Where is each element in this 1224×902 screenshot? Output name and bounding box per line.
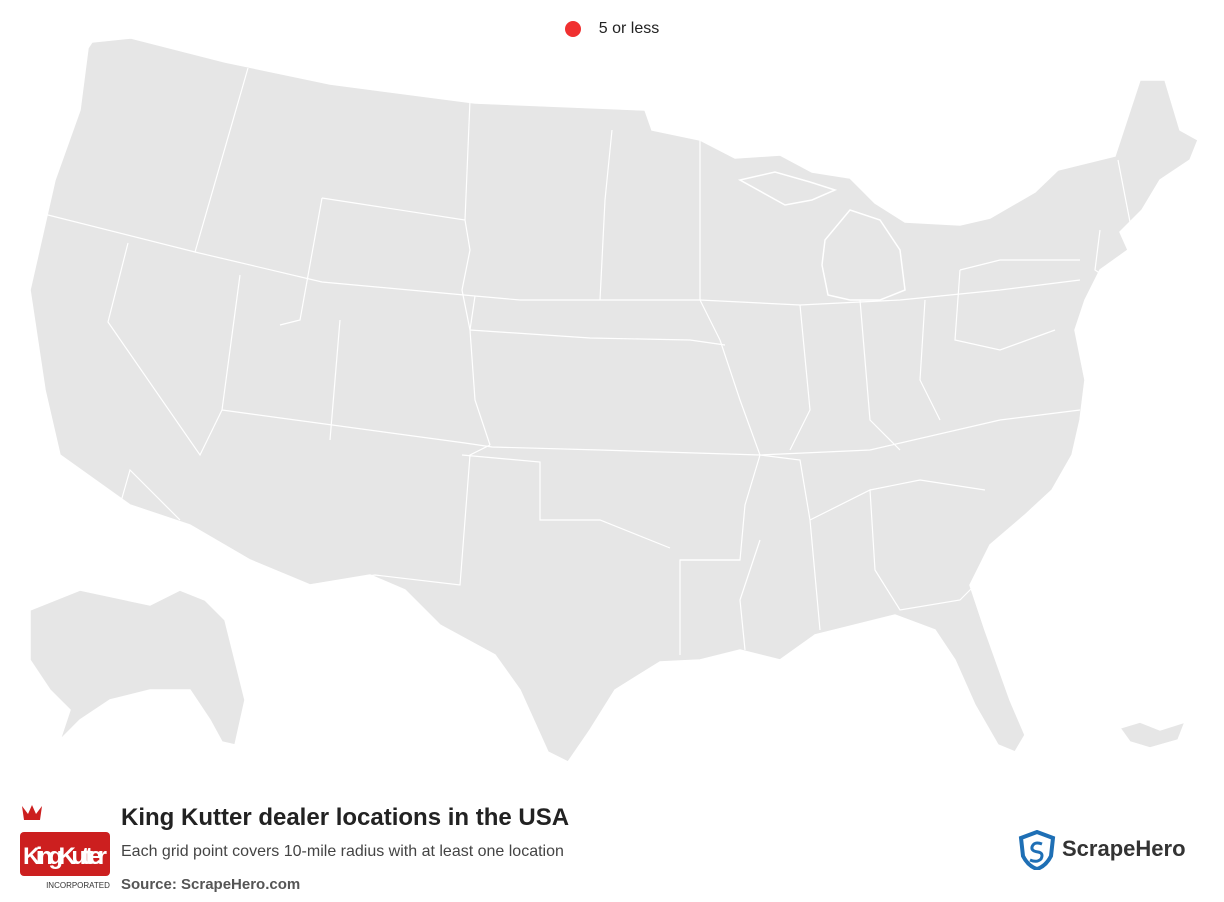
crown-icon (22, 805, 42, 820)
map-subtitle: Each grid point covers 10-mile radius wi… (121, 843, 564, 860)
king-kutter-logo: KingKutter INCORPORATED (20, 805, 110, 890)
map-legend: 5 or less (0, 20, 1224, 38)
brand-subtext: INCORPORATED (46, 881, 110, 890)
scrapehero-shield-icon (1018, 830, 1056, 870)
lower-michigan-shape (821, 209, 906, 301)
usa-map (29, 37, 1199, 763)
map-title: King Kutter dealer locations in the USA (121, 804, 570, 831)
hawaii-shape (1118, 720, 1187, 749)
legend-label: 5 or less (598, 20, 660, 37)
brand-wordmark: KingKutter (23, 843, 107, 870)
footer: KingKutter INCORPORATED King Kutter deal… (0, 790, 1224, 902)
contiguous-usa-shape (29, 37, 1199, 763)
alaska-shape (29, 589, 246, 746)
state-borders (43, 67, 1131, 655)
michigan-shape (737, 171, 838, 206)
scrapehero-wordmark: ScrapeHero (1062, 836, 1186, 861)
usa-landmass (29, 37, 1199, 763)
map-source: Source: ScrapeHero.com (121, 876, 301, 893)
legend-marker-icon (564, 21, 581, 37)
